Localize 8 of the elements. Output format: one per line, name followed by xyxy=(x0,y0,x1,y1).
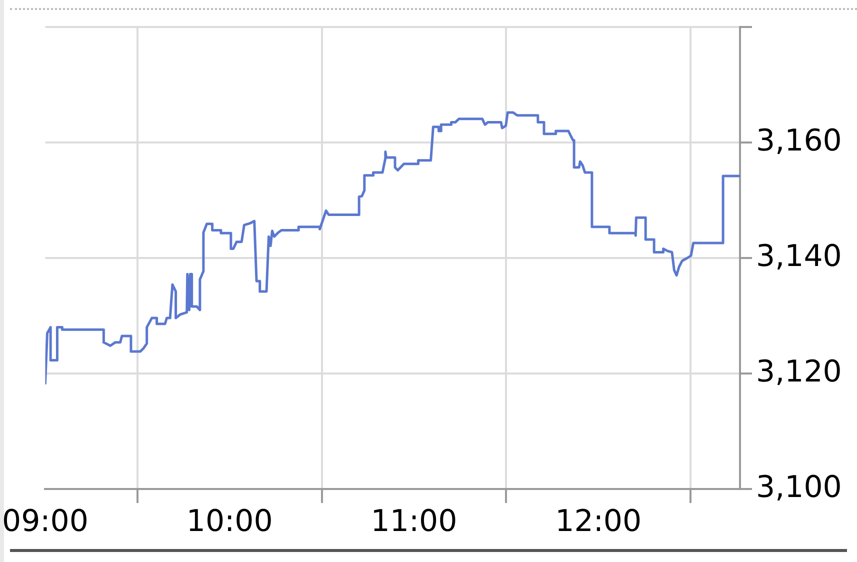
y-tick-label: 3,160 xyxy=(756,123,842,158)
x-tick-label: 12:00 xyxy=(555,504,642,539)
y-tick-label: 3,100 xyxy=(756,470,842,505)
y-tick-label: 3,140 xyxy=(756,238,842,274)
x-tick-label: 11:00 xyxy=(370,504,458,539)
x-tick-label: 10:00 xyxy=(186,504,273,539)
y-tick-label: 3,120 xyxy=(756,354,842,390)
x-tick-label: 09:00 xyxy=(2,504,88,539)
